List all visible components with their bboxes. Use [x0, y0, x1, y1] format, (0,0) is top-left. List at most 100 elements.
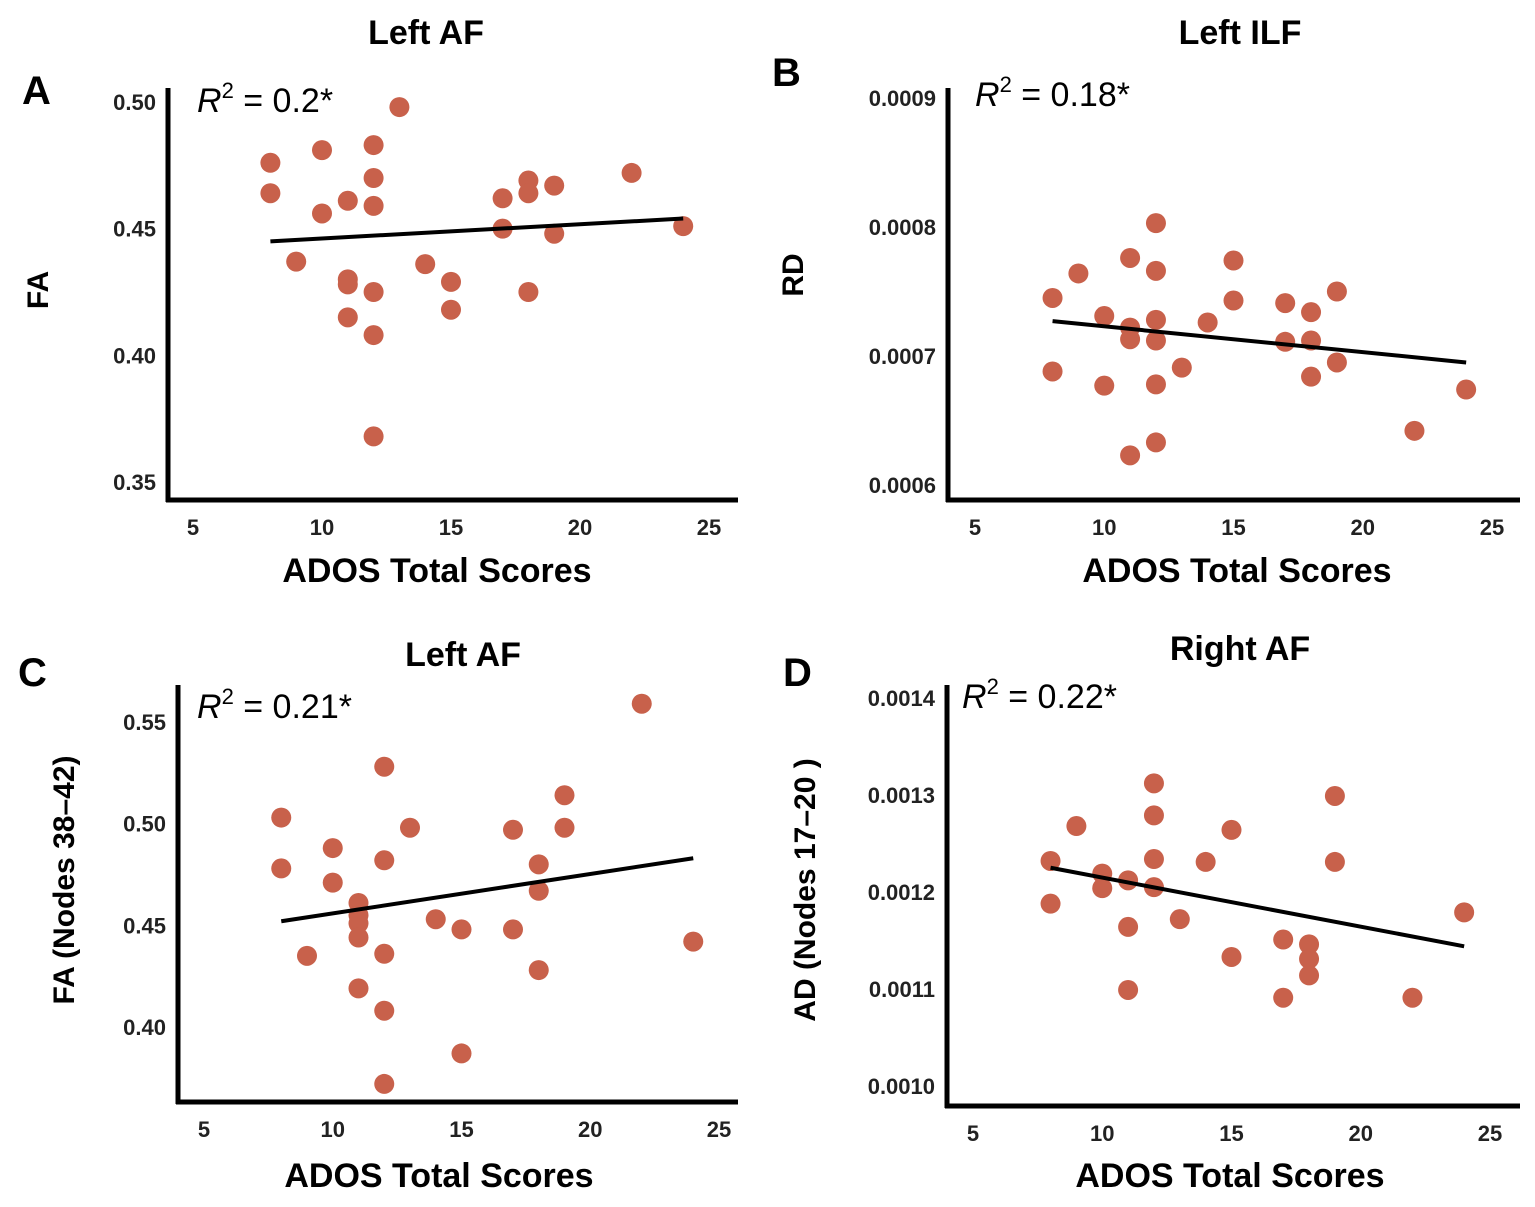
r2-sup: 2	[222, 78, 234, 103]
data-point	[621, 162, 642, 183]
data-point	[1326, 352, 1347, 373]
data-point	[1402, 987, 1423, 1008]
data-point	[1042, 361, 1063, 382]
y-tick-label: 0.55	[123, 710, 166, 735]
data-point	[297, 945, 317, 966]
data-point	[374, 943, 395, 964]
data-point	[1092, 878, 1113, 899]
x-axis-label: ADOS Total Scores	[282, 552, 591, 590]
data-point	[322, 838, 343, 859]
data-point	[1040, 850, 1061, 871]
x-tick-label: 10	[310, 515, 334, 540]
data-point	[528, 960, 549, 981]
data-point	[1094, 306, 1115, 327]
data-point	[1299, 934, 1320, 955]
data-point	[1404, 420, 1425, 441]
x-tick-label: 20	[568, 515, 592, 540]
x-tick-label: 10	[1090, 1121, 1114, 1146]
data-point	[1324, 851, 1345, 872]
y-tick-label: 0.45	[113, 217, 156, 242]
regression-line	[1050, 865, 1465, 949]
data-point	[260, 152, 281, 173]
data-point	[286, 251, 307, 272]
data-point	[503, 919, 523, 940]
data-point	[1066, 816, 1087, 837]
data-point	[554, 785, 575, 806]
panel-letter: C	[18, 651, 47, 695]
panel-b: B Left ILF ADOS Total Scores RD R2 = 0.18* 5 1…	[772, 14, 1520, 590]
data-point	[528, 880, 549, 901]
data-point	[1221, 819, 1242, 840]
x-tick-label: 25	[1478, 1121, 1502, 1146]
x-axis-label: ADOS Total Scores	[284, 1157, 593, 1195]
chart-title: Right AF	[1170, 630, 1310, 668]
x-tick-label: 15	[439, 515, 463, 540]
data-point	[631, 693, 652, 714]
panel-letter: A	[22, 69, 51, 113]
data-point	[348, 927, 369, 948]
y-tick-label: 0.50	[113, 90, 156, 115]
x-tick-label: 15	[449, 1117, 473, 1142]
data-point	[260, 183, 281, 204]
data-point	[1145, 260, 1166, 281]
y-tick-label: 0.0013	[868, 783, 935, 808]
data-point	[363, 426, 384, 447]
data-point	[363, 325, 384, 346]
data-point	[544, 175, 565, 196]
data-point	[271, 807, 292, 828]
y-tick-label: 0.35	[113, 470, 156, 495]
data-point	[374, 1073, 395, 1094]
data-point	[374, 1000, 395, 1021]
y-axis-label: FA	[22, 271, 55, 309]
data-point	[1326, 281, 1347, 302]
data-point	[673, 216, 694, 237]
data-point	[1143, 773, 1164, 794]
y-tick-label: 0.0012	[868, 880, 935, 905]
y-tick-label: 0.0006	[869, 473, 936, 498]
data-point	[271, 858, 292, 879]
data-point	[1118, 979, 1139, 1000]
data-point	[1042, 287, 1063, 308]
regression-line	[270, 216, 684, 244]
data-point	[1145, 330, 1166, 351]
data-point	[348, 913, 369, 934]
data-point	[1169, 909, 1190, 930]
data-point	[1145, 309, 1166, 330]
x-tick-label: 25	[697, 515, 721, 540]
data-point	[1143, 849, 1164, 870]
y-axis-label: RD	[777, 253, 810, 296]
r2-base: R	[962, 678, 987, 716]
r2-value: = 0.2*	[234, 82, 333, 120]
data-point	[1456, 379, 1477, 400]
data-point	[1040, 893, 1061, 914]
data-point	[1171, 357, 1192, 378]
data-point	[1273, 929, 1294, 950]
data-point	[337, 307, 358, 328]
y-tick-label: 0.0014	[868, 686, 936, 711]
y-axis-label: FA (Nodes 38–42)	[48, 756, 81, 1005]
data-point	[348, 978, 369, 999]
data-point	[1145, 432, 1166, 453]
x-tick-label: 15	[1219, 1121, 1243, 1146]
data-point	[374, 850, 395, 871]
regression-line	[1052, 319, 1467, 365]
data-point	[451, 919, 472, 940]
chart-title: Left ILF	[1179, 14, 1302, 52]
x-tick-label: 5	[187, 515, 199, 540]
x-tick-label: 20	[1349, 1121, 1373, 1146]
y-tick-label: 0.0008	[869, 215, 936, 240]
data-point	[1118, 916, 1139, 937]
x-tick-label: 25	[707, 1117, 731, 1142]
x-tick-label: 5	[969, 515, 981, 540]
data-point	[1301, 366, 1322, 387]
data-point	[322, 872, 343, 893]
x-tick-label: 5	[967, 1121, 979, 1146]
panel-a: A Left AF ADOS Total Scores FA R2 = 0.2* 5 10 1…	[22, 14, 738, 590]
panel-c: C Left AF ADOS Total Scores FA (Nodes 38–42…	[18, 636, 738, 1195]
y-tick-label: 0.40	[113, 343, 156, 368]
y-tick-label: 0.50	[123, 812, 166, 837]
data-point	[1223, 250, 1244, 271]
data-point	[1120, 247, 1141, 268]
y-tick-label: 0.40	[123, 1015, 166, 1040]
